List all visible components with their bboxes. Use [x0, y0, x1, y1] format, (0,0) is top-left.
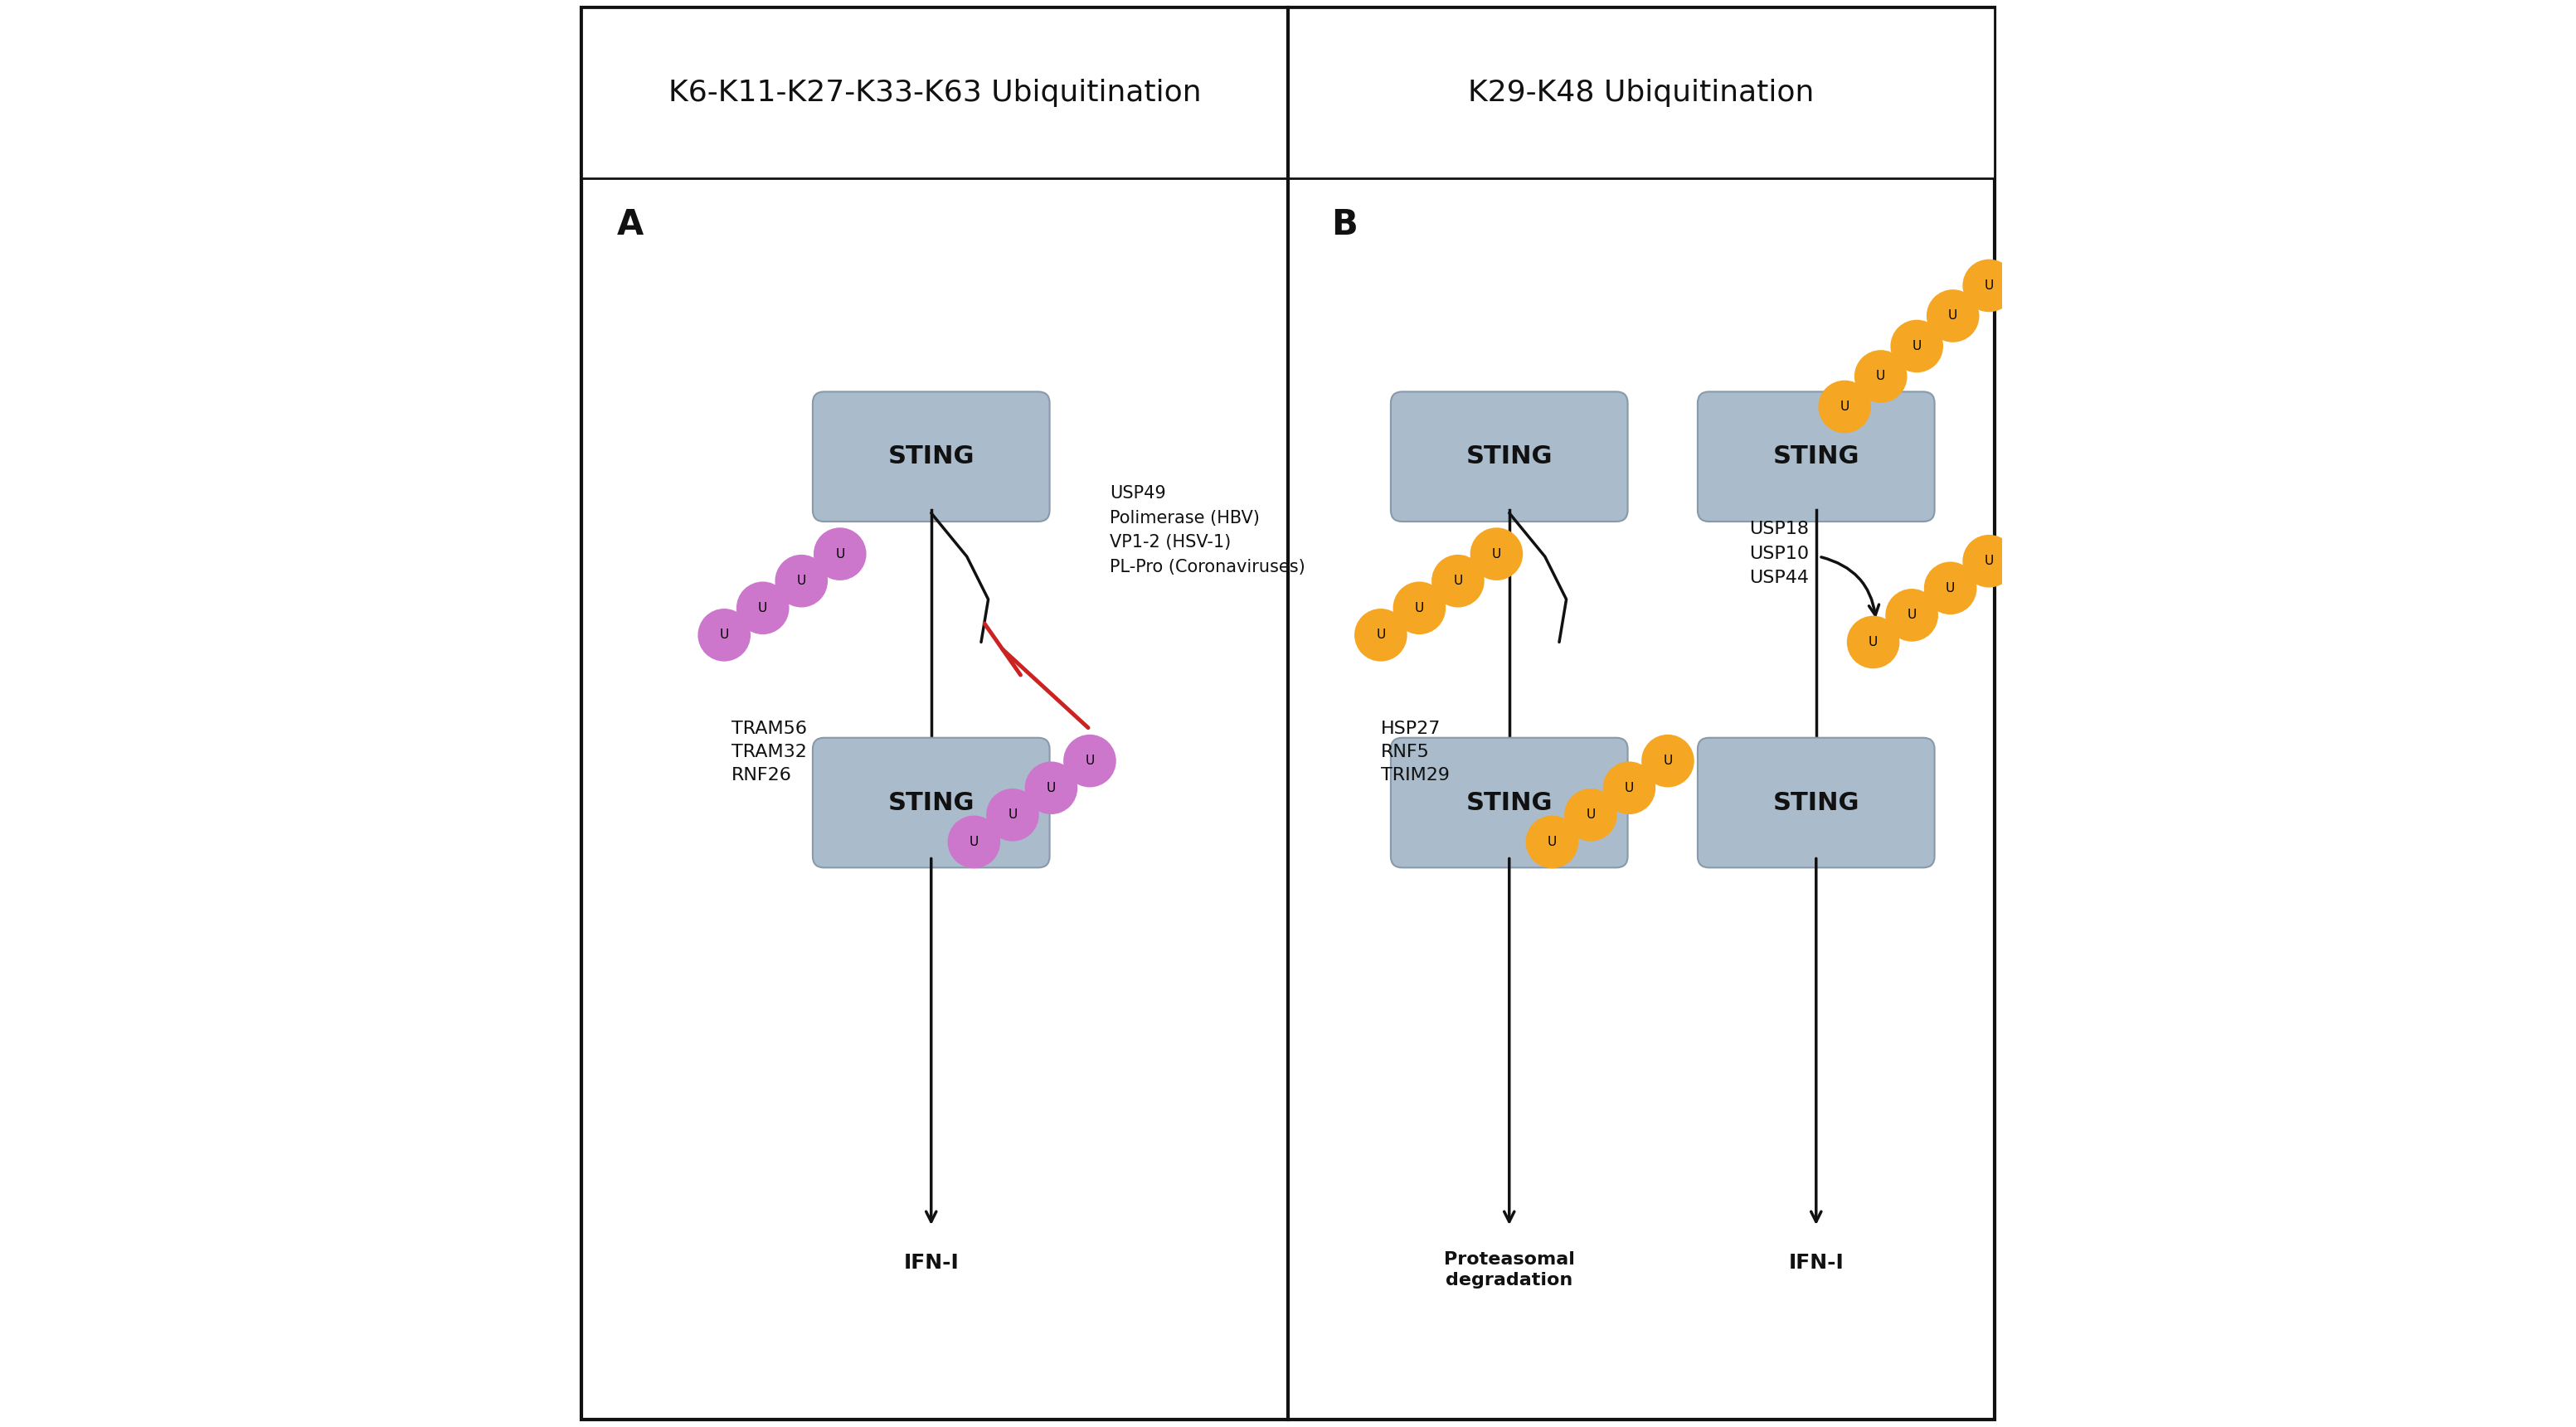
- FancyBboxPatch shape: [1391, 391, 1628, 522]
- Text: STING: STING: [889, 445, 974, 468]
- Circle shape: [1471, 528, 1522, 579]
- Text: HSP27
RNF5
TRIM29: HSP27 RNF5 TRIM29: [1381, 721, 1450, 783]
- Text: U: U: [1007, 809, 1018, 821]
- Circle shape: [1924, 562, 1976, 614]
- Circle shape: [1927, 290, 1978, 341]
- Text: U: U: [719, 629, 729, 641]
- Circle shape: [987, 789, 1038, 841]
- Text: K29-K48 Ubiquitination: K29-K48 Ubiquitination: [1468, 78, 1814, 107]
- Bar: [582, 7, 1288, 178]
- Text: U: U: [1376, 629, 1386, 641]
- Text: B: B: [1332, 207, 1358, 241]
- Circle shape: [1355, 609, 1406, 661]
- Text: U: U: [1911, 340, 1922, 352]
- Text: A: A: [618, 207, 644, 241]
- Circle shape: [1886, 589, 1937, 641]
- Text: U: U: [1084, 755, 1095, 768]
- Text: STING: STING: [1772, 791, 1860, 815]
- Circle shape: [1963, 260, 2014, 311]
- Text: STING: STING: [1466, 791, 1553, 815]
- Circle shape: [1064, 735, 1115, 786]
- Text: USP18
USP10
USP44: USP18 USP10 USP44: [1749, 521, 1808, 586]
- FancyBboxPatch shape: [1698, 391, 1935, 522]
- FancyBboxPatch shape: [1698, 738, 1935, 868]
- Text: U: U: [969, 836, 979, 848]
- Text: USP49
Polimerase (HBV)
VP1-2 (HSV-1)
PL-Pro (Coronaviruses): USP49 Polimerase (HBV) VP1-2 (HSV-1) PL-…: [1110, 485, 1306, 575]
- Circle shape: [948, 816, 999, 868]
- Circle shape: [1847, 616, 1899, 668]
- Text: U: U: [1868, 636, 1878, 648]
- FancyBboxPatch shape: [1391, 738, 1628, 868]
- Text: U: U: [757, 602, 768, 614]
- Text: U: U: [1875, 370, 1886, 382]
- Text: U: U: [796, 575, 806, 588]
- Text: U: U: [1046, 782, 1056, 795]
- Text: U: U: [1625, 782, 1633, 795]
- Circle shape: [698, 609, 750, 661]
- Circle shape: [814, 528, 866, 579]
- Circle shape: [1602, 762, 1654, 813]
- Text: U: U: [1548, 836, 1556, 848]
- Circle shape: [1432, 555, 1484, 606]
- Text: U: U: [1984, 280, 1994, 293]
- Text: U: U: [1984, 555, 1994, 568]
- Text: U: U: [1587, 809, 1595, 821]
- Circle shape: [1855, 351, 1906, 402]
- Bar: [1288, 7, 1994, 178]
- Text: IFN-I: IFN-I: [904, 1253, 958, 1273]
- Circle shape: [1891, 321, 1942, 372]
- Text: U: U: [1906, 609, 1917, 621]
- Text: STING: STING: [889, 791, 974, 815]
- Text: U: U: [1839, 401, 1850, 412]
- Text: U: U: [1947, 310, 1958, 323]
- FancyBboxPatch shape: [811, 391, 1048, 522]
- Circle shape: [1566, 789, 1615, 841]
- Text: IFN-I: IFN-I: [1788, 1253, 1844, 1273]
- Text: U: U: [1414, 602, 1425, 614]
- Circle shape: [1963, 535, 2014, 586]
- Text: STING: STING: [1772, 445, 1860, 468]
- Text: Proteasomal
degradation: Proteasomal degradation: [1443, 1251, 1574, 1289]
- Text: U: U: [1945, 582, 1955, 595]
- Circle shape: [1528, 816, 1577, 868]
- Circle shape: [1819, 381, 1870, 432]
- Circle shape: [775, 555, 827, 606]
- Circle shape: [737, 582, 788, 634]
- Text: U: U: [1492, 548, 1502, 561]
- Circle shape: [1025, 762, 1077, 813]
- Text: U: U: [1453, 575, 1463, 588]
- Text: U: U: [835, 548, 845, 561]
- FancyBboxPatch shape: [811, 738, 1048, 868]
- Text: K6-K11-K27-K33-K63 Ubiquitination: K6-K11-K27-K33-K63 Ubiquitination: [667, 78, 1200, 107]
- Text: U: U: [1664, 755, 1672, 768]
- Text: TRAM56
TRAM32
RNF26: TRAM56 TRAM32 RNF26: [732, 721, 806, 783]
- Circle shape: [1394, 582, 1445, 634]
- Circle shape: [1641, 735, 1692, 786]
- Text: STING: STING: [1466, 445, 1553, 468]
